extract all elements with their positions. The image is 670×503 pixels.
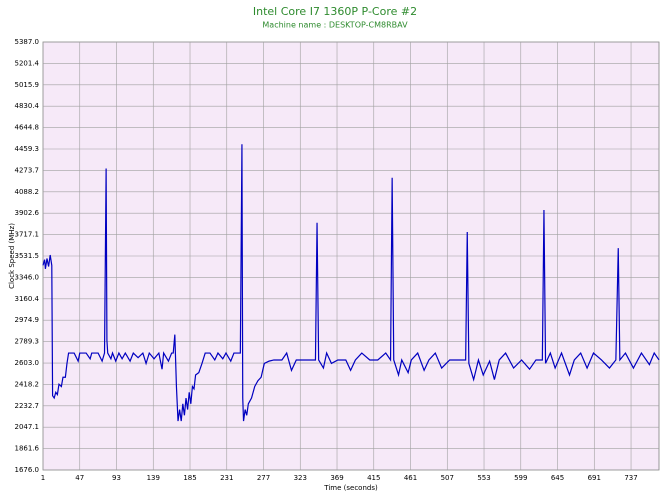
x-tick-label: 185 [183,474,196,482]
y-tick-label: 3531.5 [15,252,40,260]
y-tick-label: 3902.6 [15,209,40,217]
y-tick-label: 2232.7 [15,402,40,410]
y-tick-label: 2974.9 [15,316,40,324]
y-tick-label: 2789.3 [15,338,40,346]
x-tick-label: 507 [441,474,454,482]
y-tick-label: 2047.1 [15,423,40,431]
x-tick-label: 737 [624,474,637,482]
y-tick-label: 1861.6 [15,445,40,453]
y-tick-label: 5015.9 [15,81,40,89]
x-tick-label: 1 [41,474,45,482]
y-tick-label: 3160.4 [15,295,40,303]
y-tick-label: 2603.0 [15,359,40,367]
y-tick-label: 4273.7 [15,166,40,174]
x-tick-label: 231 [220,474,233,482]
y-tick-label: 4088.2 [15,188,40,196]
y-axis-label: Clock Speed (MHz) [8,223,16,289]
x-tick-label: 553 [477,474,490,482]
y-tick-label: 5387.0 [15,38,40,46]
y-tick-label: 4644.8 [15,124,40,132]
x-tick-label: 599 [514,474,527,482]
x-tick-label: 323 [294,474,307,482]
x-tick-label: 691 [588,474,601,482]
data-line [42,144,660,422]
x-axis-label: Time (seconds) [323,484,378,492]
x-tick-label: 415 [367,474,380,482]
y-tick-label: 1676.0 [15,466,40,474]
x-tick-label: 139 [147,474,160,482]
x-tick-label: 277 [257,474,270,482]
y-tick-label: 4830.4 [15,102,40,110]
y-tick-label: 4459.3 [15,145,40,153]
x-tick-label: 93 [112,474,121,482]
y-tick-label: 3717.1 [15,231,40,239]
y-tick-label: 2418.2 [15,380,40,388]
y-tick-label: 3346.0 [15,273,40,281]
chart-subtitle: Machine name : DESKTOP-CM8RBAV [262,21,408,30]
x-tick-label: 47 [75,474,84,482]
chart-title: Intel Core I7 1360P P-Core #2 [253,5,417,18]
x-tick-label: 369 [330,474,343,482]
x-tick-label: 461 [404,474,417,482]
y-tick-label: 5201.4 [15,59,40,67]
x-tick-label: 645 [551,474,564,482]
